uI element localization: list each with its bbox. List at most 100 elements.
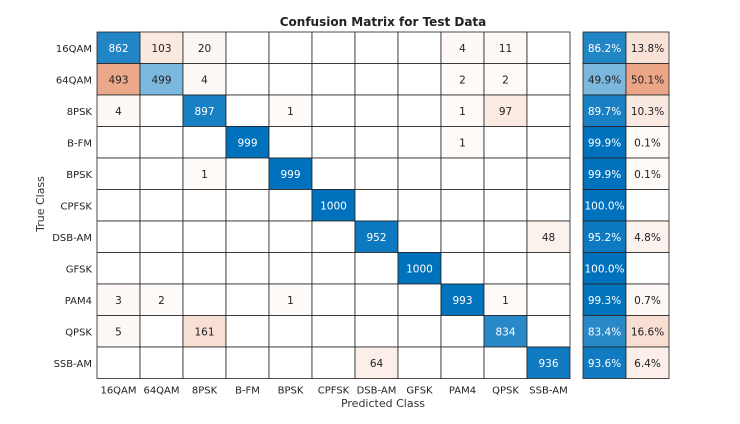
matrix-cell <box>139 157 184 190</box>
matrix-cell <box>354 252 399 285</box>
cell-count-label: 993 <box>452 295 472 307</box>
summary-correct-cell <box>582 252 627 285</box>
matrix-cell <box>440 94 485 127</box>
matrix-cell <box>483 157 528 190</box>
matrix-cell <box>96 189 141 222</box>
cell-count-label: 999 <box>237 137 257 149</box>
matrix-cell <box>182 189 227 222</box>
matrix-cell <box>354 283 399 316</box>
matrix-cell <box>483 283 528 316</box>
matrix-cell <box>354 189 399 222</box>
matrix-cell <box>139 346 184 379</box>
summary-incorrect-cell <box>625 63 670 96</box>
matrix-cell <box>483 189 528 222</box>
matrix-cell <box>354 63 399 96</box>
cell-count-label: 4 <box>459 43 466 55</box>
matrix-cell <box>311 63 356 96</box>
summary-incorrect-cell <box>625 315 670 348</box>
summary-incorrect-cell <box>625 252 670 285</box>
matrix-cell <box>96 315 141 348</box>
summary-correct-label: 86.2% <box>588 43 621 55</box>
matrix-cell <box>139 126 184 159</box>
matrix-cell <box>182 346 227 379</box>
matrix-cell <box>526 315 571 348</box>
cell-count-label: 2 <box>158 295 165 307</box>
summary-correct-cell <box>582 126 627 159</box>
summary-incorrect-label: 50.1% <box>631 74 664 86</box>
matrix-cell <box>526 31 571 64</box>
matrix-cell <box>225 346 270 379</box>
x-tick-labels: 16QAM 64QAM 8PSK B-FM BPSK CPFSK DSB-AM GFSK PAM… <box>100 386 567 397</box>
matrix-cell <box>483 63 528 96</box>
matrix-cell <box>440 220 485 253</box>
matrix-cell <box>96 126 141 159</box>
cell-count-label: 1 <box>459 106 466 118</box>
summary-correct-label: 99.9% <box>588 137 621 149</box>
y-tick-label: 16QAM <box>56 44 92 55</box>
matrix-cell <box>526 220 571 253</box>
matrix-cell <box>354 31 399 64</box>
cell-count-label: 2 <box>459 74 466 86</box>
summary-correct-label: 93.6% <box>588 358 621 370</box>
cell-count-label: 834 <box>495 326 515 338</box>
matrix-cell <box>225 189 270 222</box>
matrix-cell <box>483 252 528 285</box>
matrix-cell <box>96 157 141 190</box>
summary-correct-label: 99.9% <box>588 169 621 181</box>
summary-correct-label: 100.0% <box>584 263 624 275</box>
summary-correct-cell <box>582 283 627 316</box>
matrix-cell <box>225 220 270 253</box>
matrix-cell <box>397 252 442 285</box>
matrix-cell <box>139 31 184 64</box>
matrix-cell <box>354 94 399 127</box>
cell-count-label: 1 <box>201 169 208 181</box>
x-tick-label: BPSK <box>278 386 304 397</box>
matrix-cell <box>526 63 571 96</box>
matrix-cell <box>354 315 399 348</box>
summary-incorrect-label: 13.8% <box>631 43 664 55</box>
cell-count-label: 1000 <box>320 200 347 212</box>
matrix-cell <box>139 315 184 348</box>
matrix-cell <box>182 126 227 159</box>
chart-title: Confusion Matrix for Test Data <box>280 15 487 29</box>
cell-count-label: 1000 <box>406 263 433 275</box>
matrix-cell <box>354 126 399 159</box>
matrix-cell <box>311 220 356 253</box>
matrix-cell <box>182 63 227 96</box>
matrix-cell <box>397 157 442 190</box>
cell-count-label: 11 <box>499 43 512 55</box>
matrix-cell <box>96 220 141 253</box>
matrix-cell <box>440 346 485 379</box>
matrix-cell <box>526 126 571 159</box>
matrix-cell <box>354 157 399 190</box>
y-axis-label: True Class <box>34 176 47 233</box>
summary-correct-cell <box>582 63 627 96</box>
matrix-cell <box>397 31 442 64</box>
summary-incorrect-label: 0.7% <box>634 295 661 307</box>
matrix-cell <box>311 346 356 379</box>
summary-incorrect-cell <box>625 189 670 222</box>
matrix-cell <box>268 252 313 285</box>
matrix-cell <box>397 283 442 316</box>
cell-count-label: 1 <box>459 137 466 149</box>
y-tick-label: DSB-AM <box>52 233 92 244</box>
matrix-cell <box>311 157 356 190</box>
matrix-cell <box>526 283 571 316</box>
y-tick-label: PAM4 <box>65 296 92 307</box>
y-tick-label: QPSK <box>65 327 92 338</box>
matrix-cell <box>526 157 571 190</box>
cell-count-label: 1 <box>287 106 294 118</box>
summary-incorrect-cell <box>625 157 670 190</box>
summary-correct-label: 95.2% <box>588 232 621 244</box>
matrix-cell <box>139 189 184 222</box>
summary-incorrect-label: 4.8% <box>634 232 661 244</box>
matrix-cell <box>526 346 571 379</box>
x-tick-label: CPFSK <box>318 386 350 397</box>
y-tick-label: 64QAM <box>56 75 92 86</box>
matrix-cell <box>139 94 184 127</box>
summary-correct-label: 100.0% <box>584 200 624 212</box>
matrix-cell <box>483 220 528 253</box>
y-tick-label: SSB-AM <box>54 359 92 370</box>
